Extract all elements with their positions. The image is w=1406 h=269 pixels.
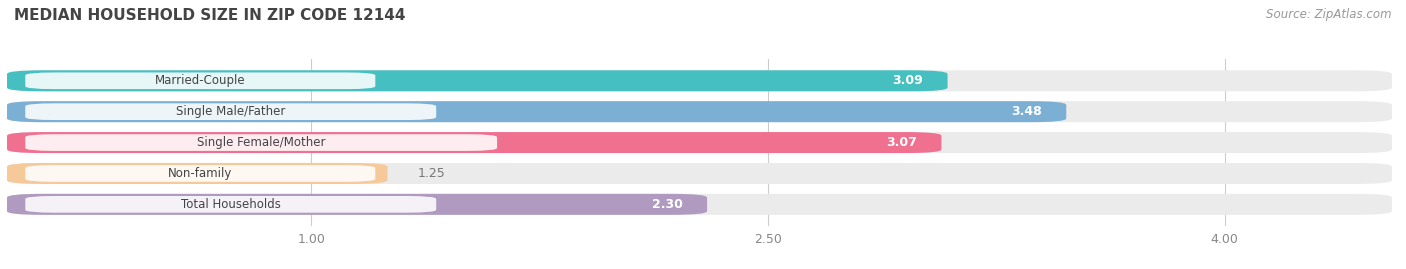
Text: Single Female/Mother: Single Female/Mother	[197, 136, 325, 149]
FancyBboxPatch shape	[7, 194, 707, 215]
Text: 2.30: 2.30	[652, 198, 683, 211]
Text: Source: ZipAtlas.com: Source: ZipAtlas.com	[1267, 8, 1392, 21]
Text: Non-family: Non-family	[169, 167, 232, 180]
FancyBboxPatch shape	[7, 132, 942, 153]
FancyBboxPatch shape	[25, 103, 436, 120]
Text: Total Households: Total Households	[181, 198, 281, 211]
Text: Married-Couple: Married-Couple	[155, 74, 246, 87]
FancyBboxPatch shape	[7, 70, 1392, 91]
FancyBboxPatch shape	[25, 134, 498, 151]
Text: MEDIAN HOUSEHOLD SIZE IN ZIP CODE 12144: MEDIAN HOUSEHOLD SIZE IN ZIP CODE 12144	[14, 8, 405, 23]
FancyBboxPatch shape	[7, 101, 1392, 122]
FancyBboxPatch shape	[7, 163, 1392, 184]
FancyBboxPatch shape	[7, 101, 1066, 122]
Text: Single Male/Father: Single Male/Father	[176, 105, 285, 118]
FancyBboxPatch shape	[7, 70, 948, 91]
FancyBboxPatch shape	[25, 196, 436, 213]
FancyBboxPatch shape	[25, 72, 375, 89]
FancyBboxPatch shape	[25, 165, 375, 182]
Text: 3.48: 3.48	[1011, 105, 1042, 118]
FancyBboxPatch shape	[7, 132, 1392, 153]
Text: 1.25: 1.25	[418, 167, 446, 180]
Text: 3.09: 3.09	[893, 74, 924, 87]
Text: 3.07: 3.07	[886, 136, 917, 149]
FancyBboxPatch shape	[7, 163, 388, 184]
FancyBboxPatch shape	[7, 194, 1392, 215]
